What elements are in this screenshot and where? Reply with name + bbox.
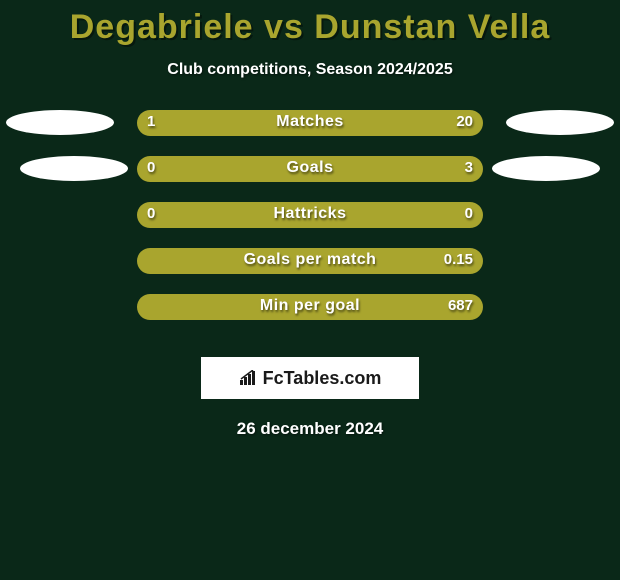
player-avatar-right	[492, 156, 600, 181]
player-avatar-left	[6, 110, 114, 135]
subtitle: Club competitions, Season 2024/2025	[0, 61, 620, 79]
stat-value-left: 1	[147, 113, 155, 130]
stat-value-right: 0.15	[444, 251, 473, 268]
stat-value-right: 20	[456, 113, 473, 130]
player-avatar-right	[506, 110, 614, 135]
stat-label: Min per goal	[137, 297, 483, 315]
page-title: Degabriele vs Dunstan Vella	[0, 0, 620, 47]
stat-row: Goals per match0.15	[0, 247, 620, 275]
stat-label: Goals	[137, 159, 483, 177]
player-avatar-left	[20, 156, 128, 181]
stat-label: Hattricks	[137, 205, 483, 223]
stat-value-right: 0	[465, 205, 473, 222]
branding-text: FcTables.com	[263, 368, 382, 389]
stat-bar: Goals per match0.15	[137, 248, 483, 274]
stat-label: Matches	[137, 113, 483, 131]
stat-label: Goals per match	[137, 251, 483, 269]
stat-row: Hattricks0 0	[0, 201, 620, 229]
stat-row: Goals0 3	[0, 155, 620, 183]
stat-bar: Hattricks0 0	[137, 202, 483, 228]
stat-value-right: 3	[465, 159, 473, 176]
branding-box: FcTables.com	[201, 357, 419, 399]
comparison-chart: Matches120Goals03Hattricks00Goals per ma…	[0, 109, 620, 349]
stat-bar: Min per goal687	[137, 294, 483, 320]
snapshot-date: 26 december 2024	[0, 419, 620, 439]
stat-value-right: 687	[448, 297, 473, 314]
stat-row: Min per goal687	[0, 293, 620, 321]
stat-value-left: 0	[147, 159, 155, 176]
stat-bar: Matches1 20	[137, 110, 483, 136]
stat-row: Matches1 20	[0, 109, 620, 137]
stat-value-left: 0	[147, 205, 155, 222]
stat-bar: Goals0 3	[137, 156, 483, 182]
bar-chart-icon	[239, 370, 259, 386]
